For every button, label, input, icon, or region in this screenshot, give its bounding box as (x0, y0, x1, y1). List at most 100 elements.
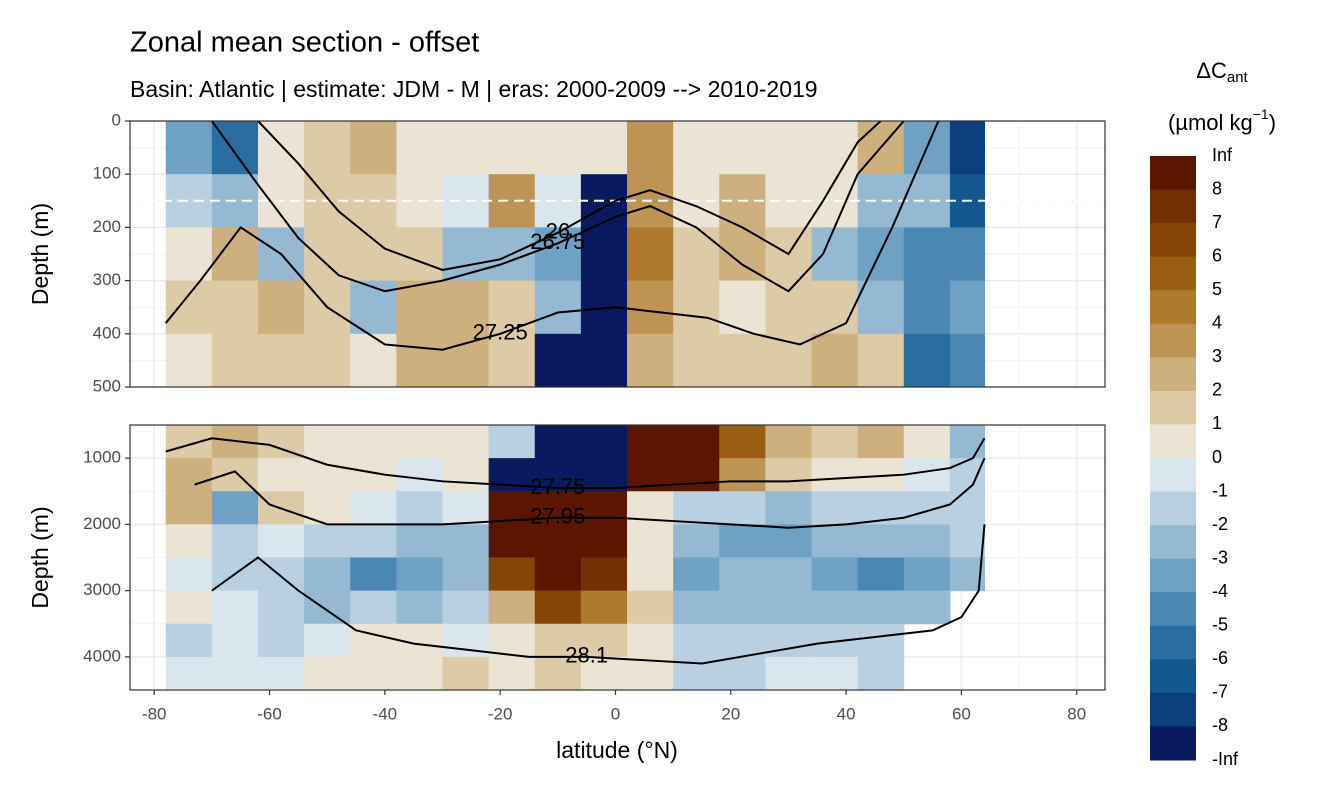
legend-unit: (µmol kg−1) (1168, 106, 1276, 135)
field-cell (811, 557, 859, 592)
field-cell (580, 557, 628, 592)
colorbar-label: -5 (1212, 615, 1228, 635)
field-cell (396, 121, 444, 175)
field-cell (304, 227, 351, 282)
x-tick-label: -20 (488, 704, 513, 723)
x-axis-label: latitude (°N) (556, 737, 678, 763)
colorbar-label: -8 (1212, 715, 1228, 735)
field-cell (304, 656, 351, 690)
field-cell (396, 524, 444, 558)
colorbar-bin (1150, 558, 1196, 593)
field-cell (673, 425, 720, 459)
field-cell (165, 623, 213, 658)
field-cell (488, 174, 536, 228)
field-cell (350, 656, 397, 690)
colorbar-label: -Inf (1212, 749, 1239, 769)
field-cell (165, 491, 213, 525)
field-cell (765, 491, 813, 525)
field-cell (765, 458, 813, 492)
contour-line (164, 121, 940, 351)
contour-label: 27.75 (530, 474, 585, 499)
field-cell (304, 524, 351, 558)
field-cell (811, 227, 859, 282)
legend-unit-main: (µmol kg (1168, 110, 1253, 135)
field-cell (580, 656, 628, 690)
field-cell (534, 280, 582, 335)
x-tick-label: -40 (373, 704, 398, 723)
field-cell (442, 656, 490, 690)
field-cell (304, 333, 351, 387)
field-cell (949, 333, 985, 387)
y-tick-label: 200 (93, 217, 121, 236)
x-tick-label: 80 (1067, 704, 1086, 723)
field-cell (765, 590, 813, 625)
field-cell (903, 491, 951, 525)
contour-line (165, 437, 986, 489)
field-cell (811, 280, 859, 335)
field-cell (765, 121, 813, 175)
field-cell (211, 280, 259, 335)
field-cell (488, 557, 536, 592)
panel-border (129, 424, 1106, 691)
field-cell (534, 425, 582, 459)
colorbar-bin (1150, 592, 1196, 627)
field-cell (304, 590, 351, 625)
colorbar-label: 1 (1212, 413, 1222, 433)
field-cell (350, 557, 397, 592)
field-cell (534, 656, 582, 690)
field-cell (304, 557, 351, 592)
field-cell (211, 590, 259, 625)
field-cell (165, 458, 213, 492)
field-cell (765, 280, 813, 335)
field-cell (165, 656, 213, 690)
field-cell (534, 121, 582, 175)
field-cell (165, 174, 213, 228)
x-tick-label: 60 (952, 704, 971, 723)
chart-subtitle: Basin: Atlantic | estimate: JDM - M | er… (130, 76, 818, 102)
field-cell (258, 333, 305, 387)
field-cell (488, 121, 536, 175)
field-cell (534, 590, 582, 625)
field-cell (580, 524, 628, 558)
field-cell (673, 227, 720, 282)
y-axis-label: Depth (m) (27, 506, 53, 608)
field-cell (580, 590, 628, 625)
field-cell (165, 227, 213, 282)
colorbar-bin (1150, 323, 1196, 358)
field-cell (258, 458, 305, 492)
field-cell (534, 623, 582, 658)
colorbar-label: 8 (1212, 178, 1222, 198)
field-cell (765, 656, 813, 690)
colorbar-bin (1150, 659, 1196, 694)
colorbar-bin (1150, 491, 1196, 526)
field-cell (857, 174, 905, 228)
field-cell (627, 280, 674, 335)
field-cell (719, 491, 766, 525)
field-cell (719, 280, 766, 335)
x-tick-label: 20 (721, 704, 740, 723)
y-tick-label: 4000 (83, 646, 121, 665)
field-cell (488, 590, 536, 625)
field-cell (857, 227, 905, 282)
field-cell (488, 333, 536, 387)
field-cell (673, 590, 720, 625)
field-cell (719, 333, 766, 387)
y-axis-label: Depth (m) (27, 203, 53, 305)
field-cell (258, 623, 305, 658)
field-cell (903, 280, 951, 335)
field-cell (534, 557, 582, 592)
field-cell (165, 524, 213, 558)
field-cell (949, 227, 985, 282)
chart-title: Zonal mean section - offset (130, 27, 479, 59)
field-cell (949, 491, 985, 525)
colorbar-label: -1 (1212, 480, 1228, 500)
field-cell (673, 333, 720, 387)
y-tick-label: 300 (93, 270, 121, 289)
field-cell (627, 590, 674, 625)
field-cell (903, 425, 951, 459)
field-cell (350, 524, 397, 558)
colorbar-label: 2 (1212, 380, 1222, 400)
contour-label: 27.25 (473, 320, 528, 345)
legend-title-main: ΔC (1196, 58, 1227, 83)
